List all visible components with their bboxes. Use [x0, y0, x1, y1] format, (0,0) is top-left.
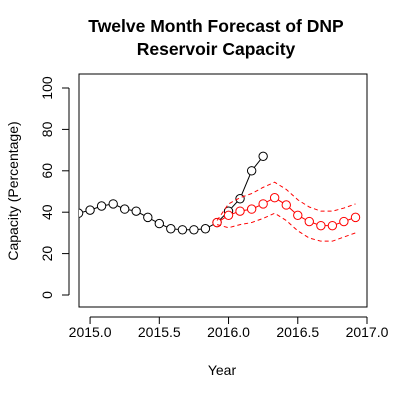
- y-axis: 0 20 40 60 80 100: [39, 76, 70, 299]
- series-line-0: [79, 155, 264, 231]
- series-point: [246, 204, 257, 214]
- series-point: [166, 224, 176, 234]
- series-point: [246, 166, 257, 176]
- series-point: [327, 220, 338, 231]
- series-point: [258, 199, 268, 209]
- series-point: [119, 204, 130, 214]
- y-tick-label: 60: [39, 163, 55, 179]
- series-point: [108, 199, 118, 209]
- chart-title-line-2: Reservoir Capacity: [137, 39, 296, 59]
- y-tick-label: 40: [39, 204, 55, 220]
- series-point: [293, 210, 303, 221]
- x-axis: 2015.0 2015.5 2016.0 2016.5 2017.0: [69, 316, 389, 340]
- series-line-3: [216, 212, 356, 242]
- series-point: [235, 206, 245, 216]
- y-tick-label: 0: [39, 291, 55, 299]
- chart-title-line-1: Twelve Month Forecast of DNP: [88, 16, 344, 36]
- y-tick-label: 80: [39, 121, 55, 137]
- x-tick-label: 2016.5: [276, 324, 319, 340]
- series-point: [281, 200, 291, 210]
- series-point: [85, 205, 95, 215]
- plot-frame: [78, 73, 368, 308]
- series-point: [177, 225, 188, 235]
- series-point: [316, 220, 326, 231]
- series-layer: [79, 151, 361, 242]
- series-point: [200, 224, 211, 234]
- series-point: [269, 193, 280, 203]
- series-point: [258, 151, 268, 162]
- y-tick-label: 20: [39, 246, 55, 262]
- x-tick-label: 2015.0: [69, 324, 112, 340]
- series-point: [339, 216, 349, 227]
- y-tick-label: 100: [39, 76, 55, 100]
- series-point: [131, 206, 141, 216]
- series-point: [143, 212, 153, 223]
- series-point: [79, 208, 84, 218]
- x-tick-label: 2016.0: [207, 324, 250, 340]
- series-point: [223, 210, 234, 221]
- x-axis-label: Year: [208, 362, 237, 378]
- y-axis-label: Capacity (Percentage): [5, 121, 21, 260]
- series-point: [212, 217, 222, 228]
- series-point: [154, 218, 165, 229]
- x-tick-label: 2015.5: [138, 324, 181, 340]
- series-line-2: [216, 181, 356, 221]
- series-point: [304, 216, 314, 227]
- x-tick-label: 2017.0: [346, 324, 389, 340]
- series-point: [189, 225, 199, 235]
- series-point: [350, 212, 361, 223]
- series-point: [96, 201, 107, 211]
